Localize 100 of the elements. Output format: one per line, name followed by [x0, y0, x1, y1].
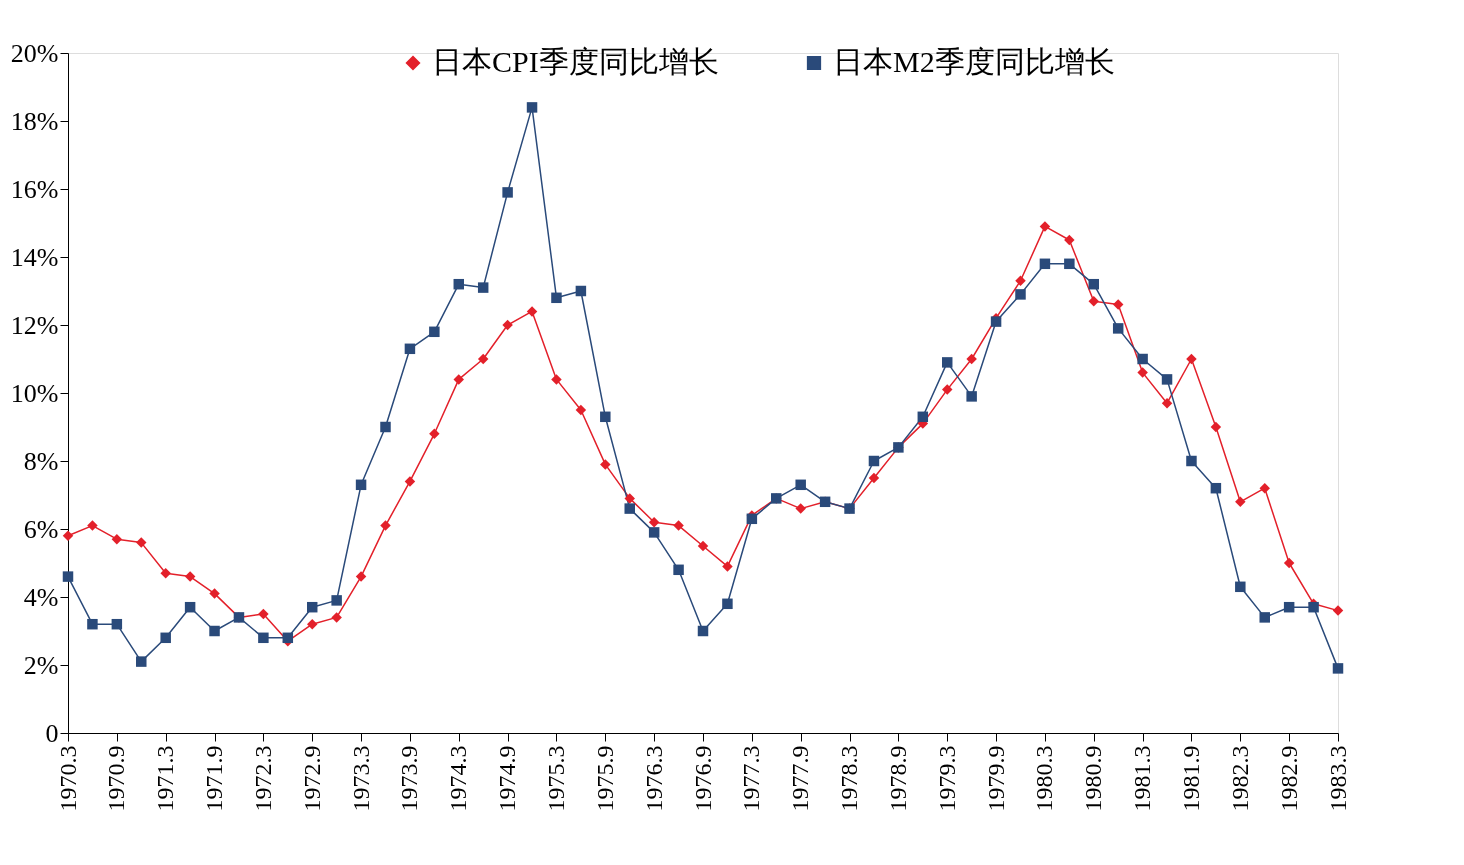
point — [1259, 612, 1270, 623]
x-tick-label: 1976.9 — [689, 745, 716, 812]
point — [526, 102, 538, 113]
point — [941, 357, 953, 368]
point — [380, 421, 391, 433]
point — [1064, 234, 1075, 246]
x-tick-label: 1970.3 — [54, 745, 81, 812]
point — [404, 476, 416, 487]
point — [1064, 258, 1075, 270]
point — [184, 601, 196, 613]
point — [1259, 482, 1270, 494]
point — [429, 326, 440, 338]
point — [1332, 605, 1344, 616]
point — [1112, 299, 1124, 310]
point — [331, 612, 342, 623]
y-tick-label: 18% — [10, 106, 59, 136]
point — [306, 601, 318, 613]
point — [1186, 455, 1197, 467]
point — [62, 571, 74, 582]
point — [673, 564, 684, 576]
x-tick-label: 1971.3 — [152, 745, 179, 812]
point — [1210, 421, 1222, 433]
point — [209, 625, 220, 637]
x-tick-label: 1980.9 — [1080, 745, 1107, 812]
point — [1015, 275, 1026, 287]
x-tick-label: 1977.3 — [738, 745, 765, 812]
point — [111, 533, 123, 545]
point — [795, 479, 806, 491]
x-tick-label: 1982.9 — [1275, 745, 1302, 812]
point — [1039, 221, 1051, 232]
point — [111, 618, 123, 630]
x-tick-label: 1980.3 — [1031, 745, 1058, 812]
x-tick-label: 1975.9 — [591, 745, 618, 812]
point — [1283, 601, 1295, 613]
point — [62, 530, 74, 542]
x-tick-label: 1971.9 — [201, 745, 228, 812]
point — [648, 516, 660, 528]
point — [1015, 289, 1026, 300]
point — [575, 404, 587, 416]
x-tick-label: 1974.3 — [445, 745, 472, 812]
point — [941, 384, 953, 395]
x-tick-label: 1978.9 — [884, 745, 911, 812]
y-tick-label: 8% — [23, 446, 59, 476]
point — [1088, 295, 1100, 307]
point — [966, 353, 977, 365]
point — [1235, 496, 1246, 508]
point — [160, 632, 171, 644]
point — [380, 520, 391, 531]
x-tick-label: 1974.9 — [494, 745, 521, 812]
point — [1161, 374, 1173, 385]
point — [1137, 353, 1148, 365]
x-tick-label: 1982.3 — [1226, 745, 1253, 812]
y-tick-label: 6% — [23, 514, 59, 544]
point — [795, 503, 806, 514]
point — [600, 411, 611, 423]
point — [990, 316, 1002, 327]
y-tick-label: 20% — [10, 38, 59, 68]
x-tick-label: 1975.3 — [542, 745, 569, 812]
point — [477, 282, 489, 293]
point — [306, 618, 318, 630]
x-tick-label: 1979.9 — [982, 745, 1009, 812]
point — [1186, 353, 1197, 365]
point — [136, 537, 147, 548]
point — [87, 618, 98, 630]
point — [477, 353, 489, 365]
point — [1039, 258, 1051, 270]
legend-label: 日本M2季度同比增长 — [833, 45, 1115, 78]
point — [551, 374, 562, 385]
point — [624, 503, 635, 514]
point — [526, 306, 538, 317]
point — [502, 319, 513, 331]
point — [624, 493, 635, 504]
point — [1235, 581, 1246, 593]
point — [1112, 323, 1124, 334]
point — [502, 187, 513, 198]
point — [1088, 278, 1100, 290]
point — [697, 540, 709, 552]
point — [673, 520, 684, 531]
point — [1210, 482, 1222, 494]
point — [722, 561, 733, 572]
x-tick-label: 1976.3 — [640, 745, 667, 812]
point — [87, 520, 98, 531]
point — [648, 527, 660, 538]
point — [722, 598, 733, 610]
y-tick-label: 10% — [10, 378, 59, 408]
point — [1283, 557, 1295, 569]
point — [209, 588, 220, 599]
x-tick-label: 1970.9 — [103, 745, 130, 812]
point — [868, 472, 880, 484]
point — [697, 625, 709, 637]
point — [551, 292, 562, 304]
point — [1161, 397, 1173, 409]
point — [355, 571, 367, 582]
x-tick-label: 1978.3 — [836, 745, 863, 812]
point — [258, 632, 269, 644]
point — [404, 343, 416, 355]
point — [453, 374, 465, 385]
x-tick-label: 1973.9 — [396, 745, 423, 812]
point — [136, 656, 147, 667]
point — [355, 479, 367, 491]
